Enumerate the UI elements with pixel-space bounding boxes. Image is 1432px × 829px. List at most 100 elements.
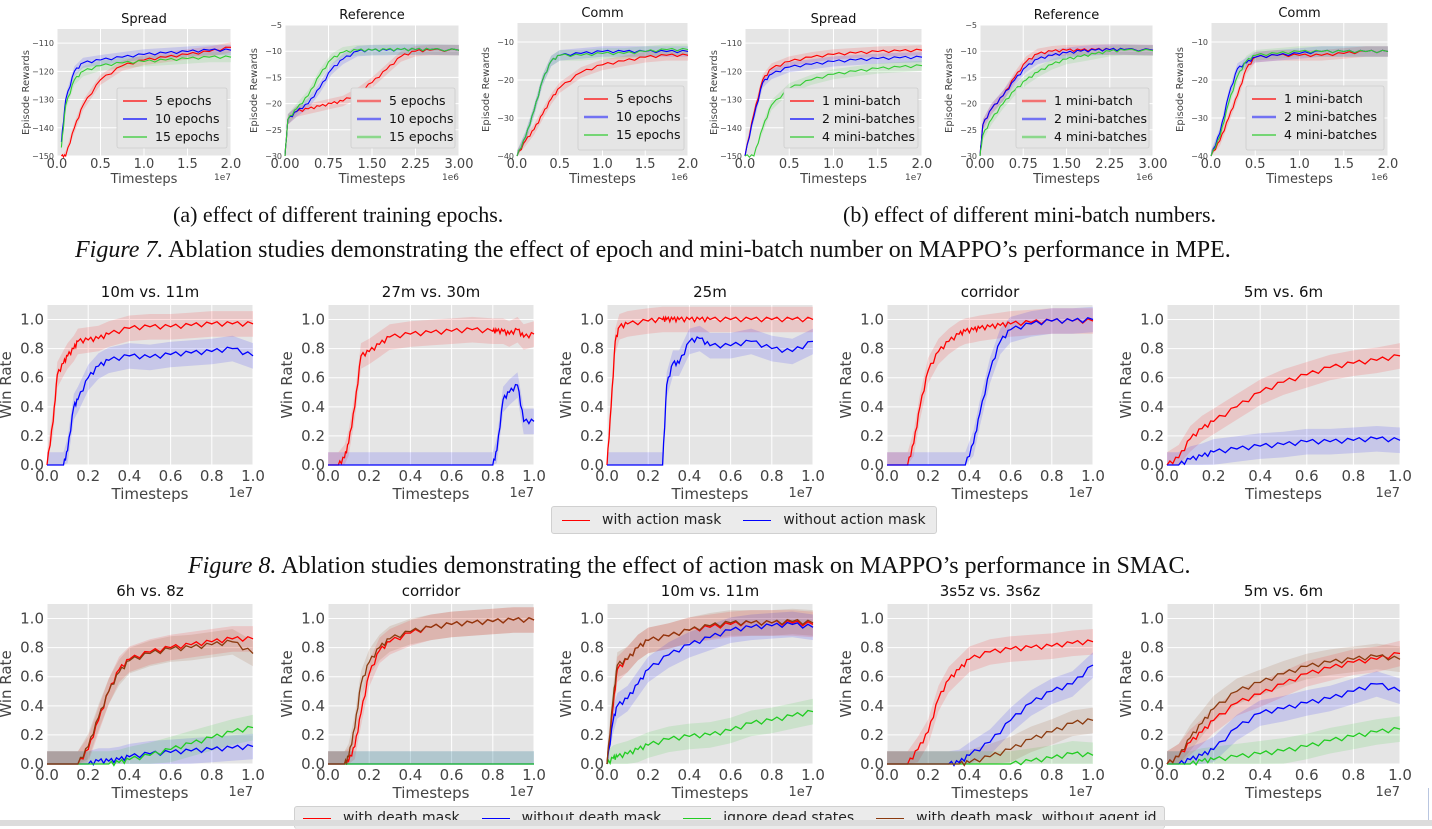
viewer-bottom-scrollbar[interactable] <box>0 820 1432 826</box>
confidence-band <box>47 626 253 764</box>
y-axis-label: Win Rate <box>0 650 15 717</box>
figure8-caption-label: Figure 8. <box>188 553 277 579</box>
x-tick-label: 0.8 <box>760 766 784 784</box>
y-tick-label: 0.6 <box>20 668 44 686</box>
y-tick-label: 0.8 <box>301 639 325 657</box>
legend-label: 1 mini-batch <box>1054 93 1133 108</box>
x-tick-label: 0.6 <box>159 467 183 485</box>
x-axis-multiplier: 1e6 <box>1371 173 1388 183</box>
y-axis-label: Episode Rewards <box>481 47 492 132</box>
y-tick-label: −110 <box>32 39 54 48</box>
x-axis-label: Timesteps <box>1244 485 1322 503</box>
series-line <box>328 383 535 466</box>
series-line <box>47 725 254 767</box>
y-tick-label: −25 <box>265 126 282 135</box>
chart-legend: 5 epochs 10 epochs 15 epochs <box>577 85 685 151</box>
confidence-band <box>47 311 253 465</box>
x-tick-label: 0.6 <box>719 766 743 784</box>
x-tick-label: 0.0 <box>507 157 528 172</box>
y-tick-label: −30 <box>265 152 282 161</box>
figure8-caption-text: Ablation studies demonstrating the effec… <box>276 553 1191 579</box>
confidence-band <box>328 751 534 764</box>
x-axis-label: Timesteps <box>1265 172 1333 187</box>
chart-mpe-minibatch-reference: 0.00 0.75 1.50 2.25 3.00 −30 −25 −20 −15 −10 −5 Ref… <box>944 8 1167 187</box>
x-tick-label: 0.2 <box>76 766 100 784</box>
x-tick-label: 0.4 <box>117 467 141 485</box>
legend-label: 10 epochs <box>389 111 453 126</box>
y-tick-label: 0.6 <box>860 369 884 387</box>
x-tick-label: 0.0 <box>35 467 59 485</box>
confidence-band <box>1167 343 1400 465</box>
x-tick-label: 0.5 <box>1245 157 1266 172</box>
y-tick-label: 0.8 <box>580 340 604 358</box>
confidence-band <box>607 608 813 764</box>
x-tick-label: 0.4 <box>398 467 422 485</box>
y-axis-label: Win Rate <box>278 650 296 717</box>
plot-background <box>47 305 253 465</box>
x-tick-label: 0.5 <box>549 157 570 172</box>
x-tick-label: 0.6 <box>1295 467 1319 485</box>
legend-frame <box>1245 85 1385 151</box>
y-tick-label: 0.6 <box>580 668 604 686</box>
chart-title: 25m <box>693 283 727 301</box>
x-axis-multiplier: 1e7 <box>905 173 922 183</box>
x-tick-label: 0.6 <box>159 766 183 784</box>
x-tick-label: 0.0 <box>1201 157 1222 172</box>
legend-label: 1 mini-batch <box>822 93 901 108</box>
y-tick-label: −140 <box>32 124 54 133</box>
y-tick-label: 0.8 <box>1140 639 1164 657</box>
x-tick-label: 1.0 <box>1081 467 1105 485</box>
y-tick-label: 0.4 <box>860 398 884 416</box>
chart-title: 10m vs. 11m <box>661 582 759 600</box>
chart-title: Comm <box>581 6 623 21</box>
y-axis-label: Win Rate <box>557 351 575 418</box>
series-line <box>284 48 460 157</box>
x-tick-label: 1.5 <box>635 157 656 172</box>
y-tick-label: 0.4 <box>301 398 325 416</box>
x-tick-label: 0.0 <box>875 467 899 485</box>
x-tick-label: 3.00 <box>445 157 474 172</box>
x-tick-label: 0.8 <box>760 467 784 485</box>
x-tick-label: 1.0 <box>522 766 546 784</box>
legend-label: 15 epochs <box>389 129 453 144</box>
y-tick-label: 1.0 <box>1140 311 1164 329</box>
x-tick-label: 0.00 <box>271 157 300 172</box>
x-axis-multiplier: 1e7 <box>228 785 253 800</box>
y-tick-label: −130 <box>32 96 54 105</box>
x-axis-label: Timesteps <box>1032 172 1100 187</box>
y-tick-label: 0.2 <box>20 726 44 744</box>
chart-title: Spread <box>121 12 167 27</box>
y-tick-label: −10 <box>1191 38 1208 47</box>
confidence-band <box>47 733 253 764</box>
legend-swatch-red <box>562 519 590 521</box>
subcaption-b: (b) effect of different mini-batch numbe… <box>843 202 1217 227</box>
x-tick-label: 1.0 <box>522 467 546 485</box>
confidence-band <box>607 698 813 764</box>
x-tick-label: 0.8 <box>481 766 505 784</box>
series-line <box>60 46 232 159</box>
x-axis-multiplier: 1e7 <box>788 486 813 501</box>
legend-label: 4 mini-batches <box>1054 129 1147 144</box>
legend-label: 2 mini-batches <box>1284 109 1377 124</box>
plot-background <box>607 604 813 764</box>
series-line <box>328 326 535 466</box>
x-tick-label: 0.0 <box>47 157 68 172</box>
series-line <box>744 48 923 157</box>
series-line <box>979 48 1154 157</box>
chart-smac-actionmask-corridor: 0.0 0.2 0.4 0.6 0.8 1.0 0.0 0.2 0.4 0.6 0.8 1.0 corr… <box>837 283 1105 503</box>
x-tick-label: 0.6 <box>999 467 1023 485</box>
y-tick-label: −5 <box>270 21 282 30</box>
x-tick-label: 0.75 <box>1009 157 1038 172</box>
y-tick-label: −140 <box>720 124 742 133</box>
y-tick-label: 0.8 <box>301 340 325 358</box>
legend-label: 10 epochs <box>616 109 680 124</box>
x-tick-label: 0.8 <box>1040 467 1064 485</box>
figure7-caption-text: Ablation studies demonstrating the effec… <box>163 237 1231 263</box>
x-tick-label: 0.4 <box>677 766 701 784</box>
y-tick-label: 0.6 <box>301 369 325 387</box>
plot-background <box>607 305 813 465</box>
plot-background <box>887 604 1093 764</box>
x-tick-label: 0.8 <box>1341 467 1365 485</box>
y-tick-label: 1.0 <box>301 610 325 628</box>
x-axis-label: Timesteps <box>111 485 189 503</box>
